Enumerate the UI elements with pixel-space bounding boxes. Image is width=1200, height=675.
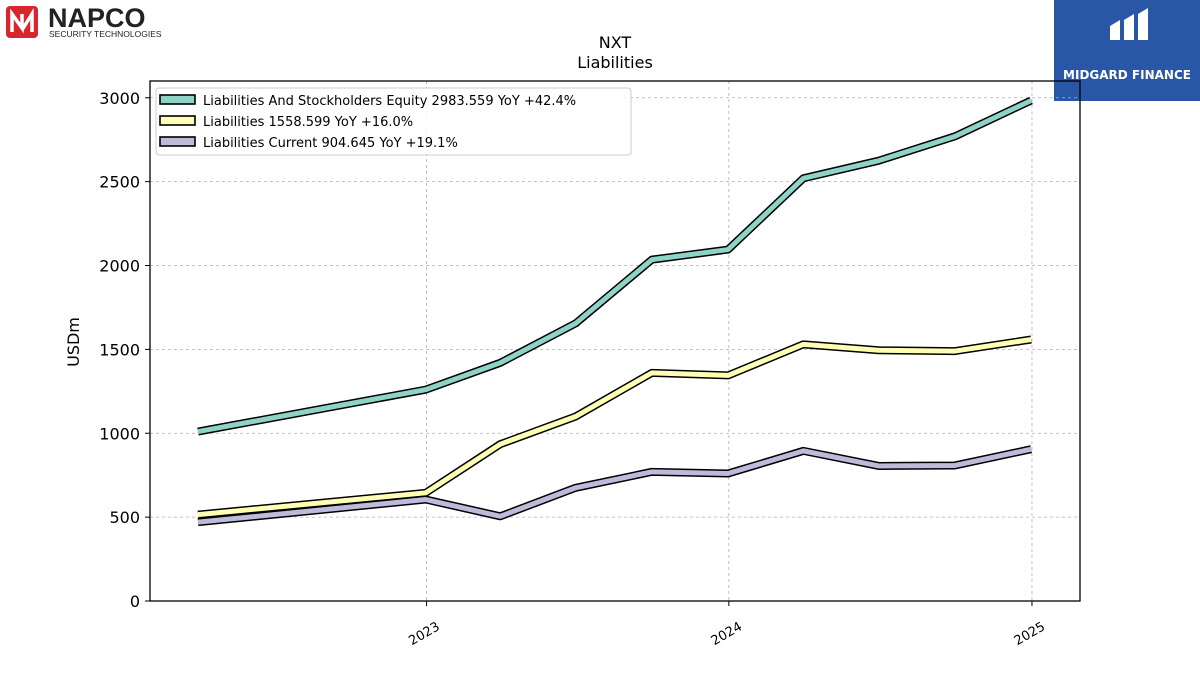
legend: Liabilities And Stockholders Equity 2983… bbox=[155, 87, 632, 156]
legend-swatch bbox=[159, 94, 196, 105]
chart-subtitle: Liabilities bbox=[577, 53, 653, 72]
y-tick-label: 500 bbox=[109, 508, 140, 527]
series-lines bbox=[197, 96, 1033, 527]
y-tick-label: 3000 bbox=[99, 89, 140, 108]
x-tick-label: 2024 bbox=[709, 619, 745, 649]
napco-tagline: SECURITY TECHNOLOGIES bbox=[49, 29, 162, 39]
series-line-liabilities bbox=[197, 337, 1032, 518]
chart-title: NXT bbox=[599, 33, 632, 52]
y-tick-label: 1500 bbox=[99, 340, 140, 359]
series-line-liabilities-current bbox=[197, 446, 1032, 525]
legend-swatch bbox=[159, 136, 196, 147]
y-tick-label: 0 bbox=[130, 592, 140, 611]
x-tick-label: 2023 bbox=[406, 619, 442, 649]
y-axis-ticks: 0 500 1000 1500 2000 2500 3000 bbox=[99, 89, 150, 611]
x-tick-label: 2025 bbox=[1012, 619, 1048, 649]
y-axis-label: USDm bbox=[64, 317, 83, 367]
legend-box bbox=[155, 87, 632, 156]
plot-area-frame bbox=[149, 80, 1081, 602]
midgard-logo: MIDGARD FINANCE bbox=[1054, 0, 1200, 101]
grid-lines bbox=[150, 81, 1080, 601]
midgard-wordmark: MIDGARD FINANCE bbox=[1063, 68, 1191, 82]
series-line-liabilities-and-stockholders-equity bbox=[197, 98, 1033, 435]
y-tick-label: 1000 bbox=[99, 424, 140, 443]
napco-wordmark: NAPCO bbox=[48, 4, 146, 33]
x-axis-ticks: 2023 2024 2025 bbox=[406, 601, 1048, 649]
legend-swatch bbox=[159, 115, 196, 126]
y-tick-label: 2000 bbox=[99, 257, 140, 276]
legend-label: Liabilities 1558.599 YoY +16.0% bbox=[203, 115, 413, 130]
y-tick-label: 2500 bbox=[99, 173, 140, 192]
legend-label: Liabilities And Stockholders Equity 2983… bbox=[203, 94, 576, 109]
midgard-logo-mark bbox=[1110, 8, 1148, 40]
napco-logo: NAPCO SECURITY TECHNOLOGIES bbox=[4, 3, 214, 44]
series-line-liabilities-outline bbox=[197, 335, 1032, 519]
legend-label: Liabilities Current 904.645 YoY +19.1% bbox=[203, 136, 458, 151]
